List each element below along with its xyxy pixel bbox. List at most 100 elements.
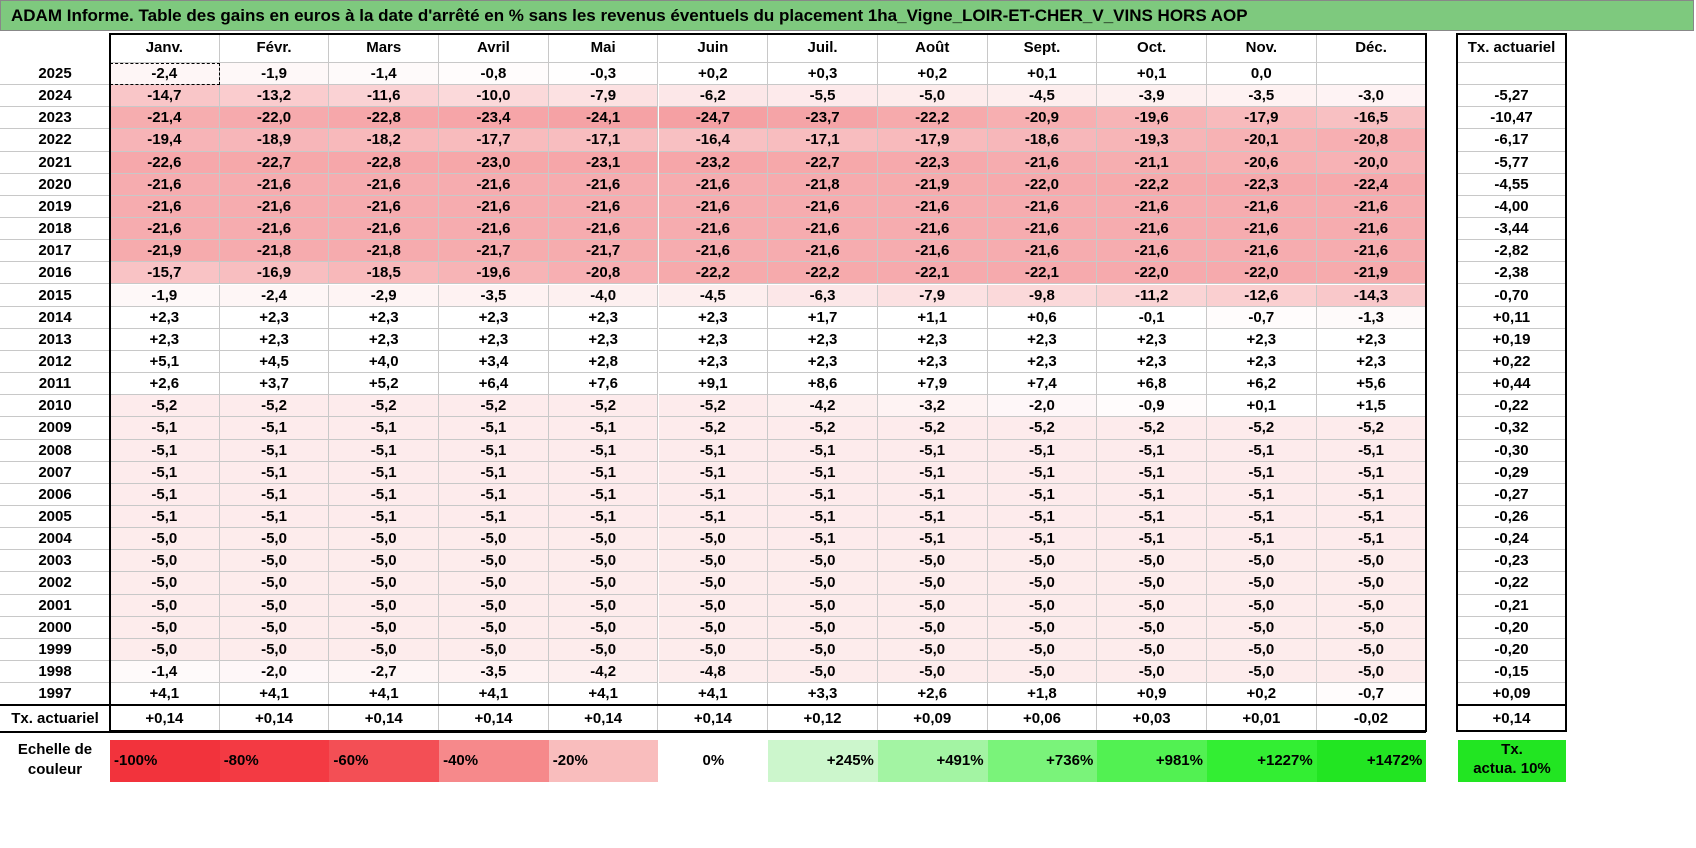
year-label: 2012 — [0, 351, 110, 374]
value-cell: -22,0 — [219, 107, 330, 130]
footer-cell: +0,12 — [768, 705, 878, 732]
value-cell: -5,0 — [658, 572, 769, 595]
year-label: 2015 — [0, 285, 110, 307]
value-cell: +7,6 — [548, 373, 659, 396]
value-cell: -21,8 — [768, 173, 878, 196]
value-cell: -0,7 — [1316, 683, 1427, 706]
value-cell: -5,0 — [548, 528, 659, 551]
value-cell: +0,2 — [658, 63, 769, 86]
value-cell: +2,3 — [768, 328, 878, 351]
value-cell: -21,6 — [877, 195, 988, 219]
value-cell: -5,0 — [768, 661, 878, 684]
value-cell: -4,2 — [768, 395, 878, 418]
scale-swatch: 0% — [658, 740, 769, 782]
value-cell: -5,2 — [110, 395, 220, 418]
value-cell: +1,7 — [768, 306, 878, 329]
value-cell: -5,0 — [110, 572, 220, 595]
year-label: 2009 — [0, 417, 110, 440]
value-cell: -22,3 — [1207, 173, 1317, 196]
rate-cell: -0,20 — [1458, 616, 1566, 639]
value-cell: -12,6 — [1207, 284, 1317, 307]
value-cell: -5,1 — [768, 483, 878, 506]
value-cell: -0,9 — [1097, 395, 1207, 418]
scale-swatch: -60% — [329, 740, 440, 782]
value-cell: +2,3 — [1316, 350, 1427, 374]
value-cell: -5,0 — [877, 616, 988, 639]
value-cell: -4,2 — [548, 661, 659, 684]
value-cell: +9,1 — [658, 373, 769, 396]
year-label: 2017 — [0, 240, 110, 263]
value-cell: -5,0 — [877, 550, 988, 573]
value-cell: -5,1 — [1316, 528, 1427, 551]
value-cell: -5,0 — [658, 528, 769, 551]
value-cell: -5,0 — [1316, 572, 1427, 595]
value-cell: -19,4 — [110, 129, 220, 152]
value-cell: +2,3 — [329, 306, 440, 329]
value-cell: +2,3 — [1316, 328, 1427, 351]
value-cell: -22,8 — [329, 151, 440, 174]
value-cell: -5,1 — [548, 417, 659, 440]
value-cell: -18,5 — [329, 262, 440, 285]
value-cell: -4,5 — [987, 85, 1098, 108]
value-cell: -21,6 — [987, 240, 1098, 263]
value-cell: -21,7 — [548, 240, 659, 263]
value-cell: -5,1 — [1316, 461, 1427, 484]
value-cell: -21,4 — [110, 107, 220, 130]
value-cell: -5,2 — [439, 395, 549, 418]
value-cell: -5,1 — [1097, 506, 1207, 529]
value-cell: -2,4 — [219, 284, 330, 307]
rate-cell: +0,11 — [1458, 306, 1566, 329]
value-cell: -17,9 — [877, 129, 988, 152]
value-cell: -23,2 — [658, 151, 769, 174]
value-cell: -22,7 — [768, 151, 878, 174]
footer-cell: +0,09 — [877, 705, 988, 732]
value-cell: -17,1 — [768, 129, 878, 152]
rate-header: Tx. actuariel — [1458, 33, 1566, 63]
value-cell: -2,0 — [219, 661, 330, 684]
value-cell: +5,1 — [110, 350, 220, 374]
value-cell: +2,3 — [548, 328, 659, 351]
value-cell: -21,6 — [658, 240, 769, 263]
month-header: Déc. — [1316, 33, 1427, 63]
value-cell: -5,0 — [768, 550, 878, 573]
value-cell: -1,9 — [110, 284, 220, 307]
scale-swatch: -80% — [219, 740, 330, 782]
value-cell: +2,6 — [877, 683, 988, 706]
value-cell: -21,6 — [1097, 218, 1207, 241]
rate-cell: -0,22 — [1458, 572, 1566, 595]
value-cell: -21,6 — [548, 173, 659, 196]
value-cell: +2,3 — [877, 350, 988, 374]
rate-cell: +0,22 — [1458, 350, 1566, 374]
scale-label-line: couleur — [27, 761, 83, 778]
value-cell: -21,6 — [768, 195, 878, 219]
value-cell: -5,0 — [439, 550, 549, 573]
value-cell: -5,1 — [1207, 483, 1317, 506]
value-cell: -5,1 — [658, 461, 769, 484]
value-cell: -5,1 — [219, 506, 330, 529]
scale-rate-swatch: Tx. actua. 10% — [1458, 740, 1566, 782]
value-cell: -21,8 — [219, 240, 330, 263]
value-cell: -5,1 — [548, 461, 659, 484]
value-cell: -21,6 — [1207, 218, 1317, 241]
footer-cell: +0,03 — [1097, 705, 1207, 732]
value-cell: -3,5 — [439, 284, 549, 307]
value-cell: -22,1 — [987, 262, 1098, 285]
value-cell: -21,9 — [1316, 262, 1427, 285]
value-cell: +3,3 — [768, 683, 878, 706]
value-cell: -2,9 — [329, 284, 440, 307]
value-cell: -5,0 — [1097, 572, 1207, 595]
year-label: 2008 — [0, 440, 110, 462]
year-label: 2025 — [0, 63, 110, 86]
value-cell: -5,1 — [1207, 439, 1317, 462]
value-cell: -5,1 — [219, 461, 330, 484]
value-cell: -5,0 — [439, 594, 549, 617]
month-header: Sept. — [987, 33, 1098, 63]
value-cell: -5,0 — [1097, 594, 1207, 617]
value-cell: -17,9 — [1207, 107, 1317, 130]
value-cell: +2,3 — [1097, 350, 1207, 374]
year-label: 2021 — [0, 152, 110, 174]
value-cell: +2,3 — [987, 328, 1098, 351]
value-cell: -16,4 — [658, 129, 769, 152]
value-cell: -5,0 — [1097, 550, 1207, 573]
year-label: 2011 — [0, 373, 110, 396]
